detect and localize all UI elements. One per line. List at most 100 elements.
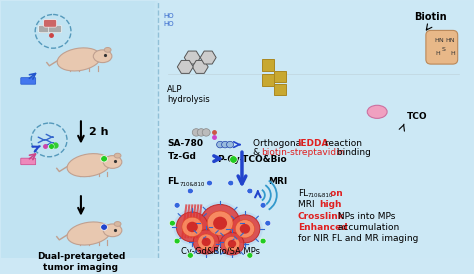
Bar (274, 84, 286, 95)
Polygon shape (184, 51, 200, 64)
Circle shape (227, 141, 234, 148)
Text: 710&810: 710&810 (179, 182, 205, 187)
Polygon shape (192, 61, 208, 73)
Circle shape (176, 212, 208, 242)
Circle shape (230, 215, 260, 243)
Text: 2 h: 2 h (89, 127, 109, 138)
Circle shape (220, 233, 244, 255)
Ellipse shape (114, 222, 121, 226)
Text: P-Cy-TCO&Bio: P-Cy-TCO&Bio (217, 155, 287, 164)
Circle shape (228, 240, 236, 248)
Circle shape (187, 222, 198, 232)
Ellipse shape (93, 50, 112, 62)
Circle shape (260, 238, 266, 244)
Text: FL: FL (298, 189, 308, 198)
Circle shape (169, 220, 175, 226)
Text: HN: HN (446, 38, 455, 43)
Circle shape (187, 253, 193, 258)
Circle shape (187, 188, 193, 194)
Text: on: on (328, 189, 343, 198)
Ellipse shape (103, 156, 122, 168)
FancyBboxPatch shape (39, 25, 52, 33)
Text: for NIR FL and MR imaging: for NIR FL and MR imaging (298, 234, 418, 243)
Text: S: S (442, 47, 446, 52)
Text: Crosslink: Crosslink (298, 212, 345, 221)
Circle shape (247, 253, 253, 258)
Text: H: H (451, 51, 456, 56)
Circle shape (190, 227, 222, 257)
Circle shape (197, 202, 243, 245)
Text: MRI: MRI (268, 177, 287, 186)
Text: SA-780: SA-780 (167, 139, 203, 149)
Text: 710&810: 710&810 (308, 193, 333, 198)
Text: high: high (319, 200, 342, 209)
Text: FL: FL (167, 177, 179, 186)
Ellipse shape (367, 105, 387, 118)
Text: binding: binding (335, 148, 371, 157)
Circle shape (201, 238, 211, 246)
Bar (262, 74, 274, 85)
Circle shape (207, 261, 212, 266)
Ellipse shape (104, 47, 111, 52)
Text: Cy-Gd&Bio/SA MPs: Cy-Gd&Bio/SA MPs (181, 247, 260, 256)
Text: accumulation: accumulation (336, 223, 400, 232)
Circle shape (192, 129, 200, 136)
Circle shape (217, 230, 247, 258)
Text: MRI: MRI (298, 200, 320, 209)
Text: H: H (436, 51, 440, 56)
Text: Enhanced: Enhanced (298, 223, 347, 232)
Text: HO: HO (164, 21, 174, 27)
Circle shape (228, 261, 234, 266)
Circle shape (260, 202, 266, 208)
Circle shape (173, 209, 211, 245)
Ellipse shape (67, 222, 110, 245)
FancyBboxPatch shape (21, 158, 36, 165)
Ellipse shape (57, 48, 100, 71)
Polygon shape (177, 61, 193, 73)
Circle shape (100, 156, 108, 162)
Circle shape (174, 238, 180, 244)
Circle shape (247, 188, 253, 194)
FancyBboxPatch shape (426, 30, 458, 64)
Text: Dual-pretargeted
tumor imaging: Dual-pretargeted tumor imaging (36, 252, 125, 272)
Circle shape (265, 220, 271, 226)
Text: NPs into MPs: NPs into MPs (336, 212, 396, 221)
Circle shape (193, 230, 219, 254)
Bar (262, 59, 274, 71)
FancyBboxPatch shape (0, 1, 158, 259)
Text: IEDDA: IEDDA (297, 139, 328, 147)
Circle shape (100, 224, 108, 230)
FancyArrowPatch shape (238, 152, 246, 184)
Circle shape (202, 129, 210, 136)
Text: HO: HO (164, 13, 174, 19)
Text: Biotin: Biotin (415, 12, 447, 22)
Text: ALP
hydrolysis: ALP hydrolysis (167, 85, 210, 104)
Circle shape (240, 224, 250, 234)
Circle shape (228, 180, 234, 186)
FancyBboxPatch shape (44, 20, 56, 27)
Circle shape (221, 141, 228, 148)
Text: Tz-Gd: Tz-Gd (167, 152, 196, 161)
Circle shape (198, 234, 215, 250)
Circle shape (207, 211, 233, 235)
Circle shape (182, 217, 202, 237)
Text: reaction: reaction (321, 139, 362, 147)
FancyBboxPatch shape (21, 78, 36, 84)
Circle shape (235, 220, 255, 238)
Circle shape (200, 204, 240, 242)
Bar (274, 71, 286, 82)
Ellipse shape (103, 224, 122, 237)
FancyBboxPatch shape (49, 25, 62, 33)
Text: H: H (435, 38, 439, 43)
Text: N: N (435, 38, 444, 43)
Text: Orthogonal: Orthogonal (253, 139, 307, 147)
Circle shape (174, 202, 180, 208)
Ellipse shape (67, 154, 110, 177)
Circle shape (227, 212, 263, 246)
Circle shape (217, 141, 224, 148)
Ellipse shape (114, 153, 121, 158)
Polygon shape (200, 51, 216, 64)
Text: TCO: TCO (407, 112, 428, 121)
Circle shape (213, 217, 227, 230)
Circle shape (197, 129, 205, 136)
